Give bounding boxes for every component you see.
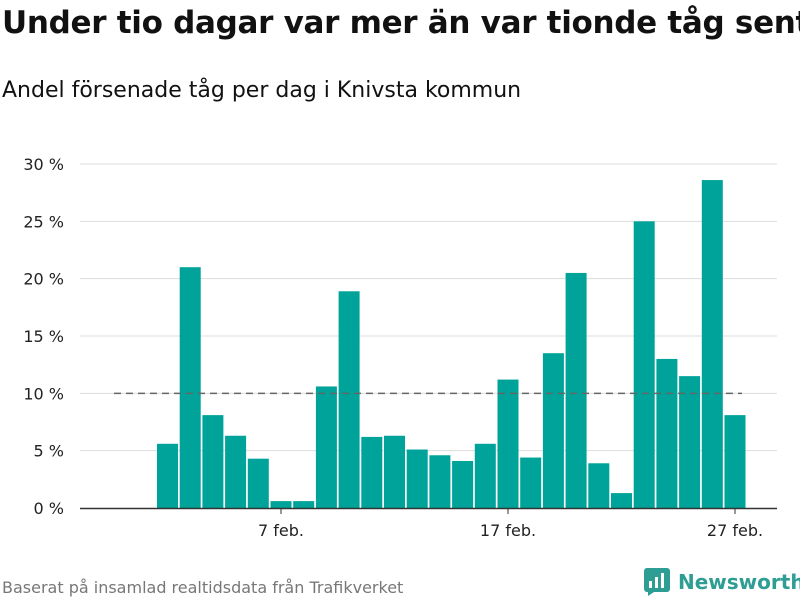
bar [179, 267, 201, 508]
source-note: Baserat på insamlad realtidsdata från Tr… [2, 578, 404, 597]
brand-name: Newsworthy [678, 570, 800, 594]
y-tick-label: 10 % [23, 384, 64, 403]
bar-chart: 0 % 5 % 10 % 15 % 20 % 25 % 30 % 7 feb. 17 feb.… [23, 155, 777, 540]
bar [202, 415, 224, 508]
y-tick-label: 25 % [23, 212, 64, 231]
bar [338, 291, 360, 508]
bar [157, 443, 178, 508]
bar-series [157, 180, 746, 508]
y-tick-label: 15 % [23, 327, 64, 346]
bar [452, 460, 474, 508]
bar [724, 415, 746, 508]
x-axis: 7 feb. 17 feb. 27 feb. [80, 507, 777, 540]
x-tick-label: 17 feb. [480, 521, 536, 540]
bar [520, 457, 542, 508]
x-tick-label: 7 feb. [258, 521, 304, 540]
bar [633, 221, 655, 508]
y-tick-label: 30 % [23, 155, 64, 174]
bar [384, 435, 405, 508]
chart-title: Under tio dagar var mer än var tionde tå… [2, 5, 800, 41]
bar [656, 358, 678, 508]
bar [611, 493, 632, 508]
bar [542, 353, 564, 508]
bar [361, 436, 383, 508]
bar [247, 458, 269, 508]
y-tick-label: 20 % [23, 270, 64, 289]
bar [679, 376, 701, 508]
bar [565, 272, 587, 508]
bar [497, 379, 519, 508]
brand: Newsworthy [644, 568, 800, 596]
y-tick-label: 0 % [34, 499, 64, 518]
chart-subtitle: Andel försenade tåg per dag i Knivsta ko… [2, 78, 522, 103]
bar [293, 501, 315, 508]
bar [270, 501, 292, 508]
x-tick-label: 27 feb. [707, 521, 763, 540]
bar [225, 435, 247, 508]
bar [588, 463, 610, 508]
y-tick-label: 5 % [34, 442, 64, 461]
bar [315, 386, 337, 508]
bar [474, 443, 496, 508]
newsworthy-logo-icon [644, 568, 670, 596]
bar [701, 180, 723, 508]
bar [406, 449, 428, 508]
bar [429, 455, 451, 508]
